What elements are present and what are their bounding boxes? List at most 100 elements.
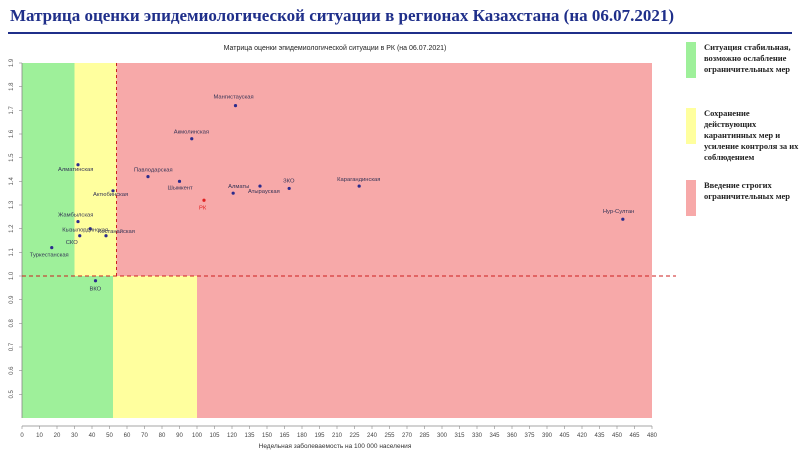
point-label: Туркестанская [30, 253, 69, 259]
point-label: Актюбинская [93, 192, 128, 198]
x-tick-label: 195 [314, 433, 325, 439]
y-tick-label: 1.3 [9, 200, 15, 209]
x-tick-label: 240 [367, 433, 378, 439]
data-point [76, 219, 80, 224]
x-tick-label: 480 [647, 433, 658, 439]
x-tick-label: 315 [454, 433, 465, 439]
y-tick-label: 1.0 [9, 271, 15, 280]
data-point [50, 246, 54, 250]
data-point [258, 184, 262, 188]
y-tick-label: 1.9 [9, 58, 15, 67]
y-tick-label: 1.2 [9, 224, 15, 233]
x-tick-label: 300 [437, 433, 448, 439]
point-label: Алматинская [58, 167, 93, 173]
data-point [104, 234, 108, 238]
x-axis-label: Недельная заболеваемость на 100 000 насе… [258, 443, 412, 450]
x-tick-label: 450 [612, 433, 623, 439]
x-tick-label: 405 [559, 433, 570, 439]
x-tick-label: 360 [507, 433, 518, 439]
point-label: Павлодарская [134, 168, 173, 174]
x-tick-label: 390 [542, 433, 553, 439]
x-tick-label: 50 [106, 433, 113, 439]
x-tick-label: 345 [489, 433, 500, 439]
x-tick-label: 225 [349, 433, 360, 439]
data-point [177, 179, 182, 183]
zone-5 [197, 276, 652, 418]
y-tick-label: 1.1 [9, 248, 15, 257]
x-tick-label: 330 [472, 433, 483, 439]
slide-title: Матрица оценки эпидемиологической ситуац… [10, 6, 675, 25]
x-tick-label: 435 [594, 433, 605, 439]
data-point [233, 104, 238, 108]
x-tick-label: 40 [89, 433, 96, 439]
y-tick-label: 0.8 [9, 319, 15, 328]
x-tick-label: 100 [192, 433, 203, 439]
zone-2 [116, 63, 652, 276]
zone-3 [22, 276, 113, 418]
point-label: Акмолинская [174, 130, 209, 136]
y-tick-label: 1.5 [9, 153, 15, 162]
x-tick-label: 375 [524, 433, 535, 439]
legend-swatch-strict [686, 180, 696, 216]
legend-swatch-stable [686, 42, 696, 78]
x-tick-label: 80 [159, 433, 166, 439]
x-tick-label: 465 [629, 433, 640, 439]
x-tick-label: 0 [20, 433, 24, 439]
y-tick-label: 1.6 [9, 129, 15, 138]
data-point [78, 234, 82, 238]
x-tick-label: 285 [419, 433, 430, 439]
x-tick-label: 270 [402, 433, 413, 439]
x-tick-label: 255 [384, 433, 395, 439]
data-point [621, 217, 625, 221]
point-label: Шымкент [168, 185, 193, 191]
point-label: Атырауская [248, 189, 280, 195]
x-tick-label: 210 [332, 433, 343, 439]
x-tick-label: 105 [209, 433, 220, 439]
legend-label-maintain: Сохранение действующих карантинных мер и… [704, 108, 799, 162]
point-label: СКО [66, 240, 78, 246]
x-tick-label: 90 [176, 433, 183, 439]
point-label: Карагандинская [337, 177, 380, 183]
point-label: Алматы [228, 184, 249, 190]
data-point [202, 198, 206, 202]
data-point [93, 279, 98, 283]
y-tick-label: 1.8 [9, 82, 15, 91]
point-label: ЗКО [283, 178, 295, 184]
point-label: Кызылординская [62, 228, 108, 234]
y-tick-label: 0.5 [9, 390, 15, 399]
x-tick-label: 180 [297, 433, 308, 439]
zone-0 [22, 63, 75, 276]
x-tick-label: 20 [54, 433, 61, 439]
x-tick-label: 150 [262, 433, 273, 439]
data-point [287, 186, 291, 191]
point-label: Нур-Султан [603, 209, 635, 215]
point-label: Мангистауская [214, 95, 254, 101]
x-tick-label: 10 [36, 433, 43, 439]
data-point [88, 227, 92, 231]
data-point [111, 189, 115, 193]
x-tick-label: 30 [71, 433, 78, 439]
y-tick-label: 1.7 [9, 106, 15, 115]
data-point [146, 175, 150, 179]
zone-4 [113, 276, 197, 418]
legend-label-strict: Введение строгих ограничительных мер [704, 180, 790, 201]
zone-1 [74, 63, 117, 276]
data-point [190, 137, 194, 141]
title-divider [8, 32, 792, 34]
data-point [76, 163, 80, 167]
point-label: РК [199, 205, 207, 211]
x-tick-label: 120 [227, 433, 238, 439]
point-label: ВКО [90, 287, 102, 293]
chart-title: Матрица оценки эпидемиологической ситуац… [223, 45, 447, 52]
x-tick-label: 60 [124, 433, 131, 439]
point-label: Костанайская [98, 228, 135, 235]
x-tick-label: 70 [141, 433, 148, 439]
legend-swatch-maintain [686, 108, 696, 144]
y-tick-label: 1.4 [9, 177, 15, 186]
y-tick-label: 0.9 [9, 295, 15, 304]
legend-label-stable: Ситуация стабильная, возможно ослабление… [704, 42, 791, 74]
data-point [357, 184, 361, 188]
x-tick-label: 135 [244, 433, 255, 439]
y-tick-label: 0.7 [9, 342, 15, 351]
